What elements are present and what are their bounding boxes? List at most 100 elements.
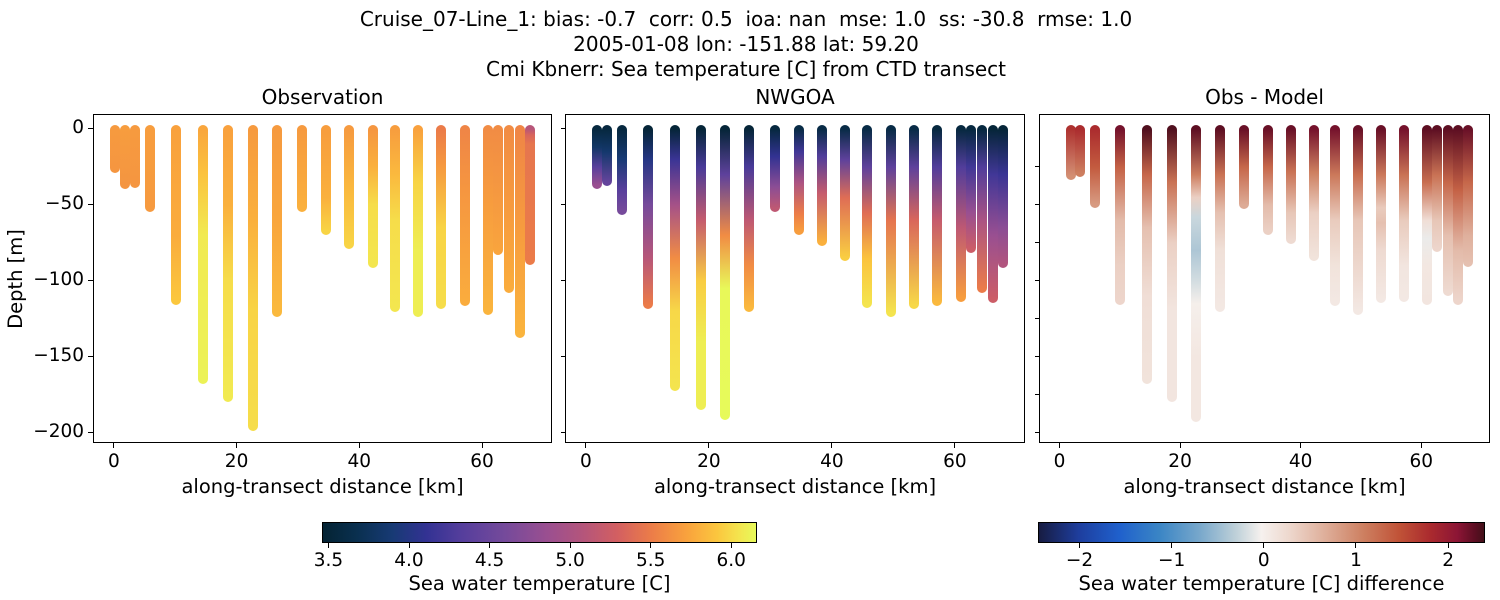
y-tick: [88, 431, 93, 433]
y-tick: [561, 127, 565, 129]
figure-title-line1: Cruise_07-Line_1: bias: -0.7 corr: 0.5 i…: [359, 7, 1133, 31]
diff-profile-bar-km66: [1453, 125, 1464, 305]
figure-title-line2: 2005-01-08 lon: -151.88 lat: 59.20: [573, 32, 919, 56]
obs-profile-bar-km42: [367, 125, 378, 269]
colorbar-temperature-label: Sea water temperature [C]: [408, 572, 671, 595]
model-profile-bar-km14.3: [669, 125, 680, 392]
diff-profile-bar-km45.6: [1330, 125, 1341, 307]
x-tick-label: 60: [943, 451, 967, 472]
x-tick-label: 20: [224, 451, 249, 472]
y-tick: [1035, 165, 1039, 167]
obs-profile-bar-km3.3: [130, 125, 141, 188]
y-tick: [1035, 431, 1039, 433]
x-tick: [1179, 443, 1181, 448]
obs-profile-bar-km53.2: [436, 125, 447, 310]
obs-profile-bar-km26.4: [271, 125, 282, 317]
diff-profile-bar-km67.6: [1463, 125, 1474, 267]
panel-observation: [93, 114, 552, 443]
diff-profile-bar-km18.5: [1167, 125, 1177, 402]
y-tick: [88, 355, 93, 357]
model-profile-bar-km66: [987, 125, 998, 304]
model-profile-bar-km57: [932, 125, 943, 307]
y-tick: [88, 203, 93, 205]
diff-profile-bar-km42: [1308, 125, 1319, 261]
model-profile-bar-km42: [840, 125, 851, 261]
diff-profile-bar-km22.5: [1191, 125, 1202, 422]
x-tick: [954, 443, 956, 448]
diff-profile-bar-km30.5: [1239, 125, 1250, 209]
obs-profile-bar-km38.2: [344, 125, 355, 249]
obs-profile-bar-km0: [109, 125, 120, 173]
diff-profile-bar-km1.7: [1065, 125, 1076, 181]
diff-profile-bar-km60.8: [1422, 125, 1433, 305]
model-profile-bar-km38.2: [816, 125, 827, 246]
x-tick: [1420, 443, 1422, 448]
y-tick: [561, 203, 565, 205]
model-profile-bar-km26.4: [744, 125, 755, 313]
panel-title-observation: Observation: [261, 85, 384, 109]
x-tick: [236, 443, 238, 448]
colorbar-difference: [1038, 522, 1485, 543]
x-axis-label-model: along-transect distance [km]: [653, 475, 937, 498]
obs-profile-bar-km5.7: [144, 125, 155, 212]
y-tick: [561, 355, 565, 357]
model-profile-bar-km22.5: [720, 125, 731, 421]
obs-profile-bar-km30.5: [297, 125, 307, 212]
y-tick: [1035, 355, 1039, 357]
colorbar-tick: [1263, 543, 1265, 548]
diff-profile-bar-km14.3: [1141, 125, 1152, 384]
x-tick: [585, 443, 587, 448]
obs-profile-bar-km62.4: [492, 125, 503, 255]
x-tick-label: 40: [347, 451, 372, 472]
model-profile-bar-km67.6: [997, 125, 1008, 269]
colorbar-tick-label: 5.0: [555, 550, 585, 571]
x-tick: [1059, 443, 1060, 448]
x-tick: [708, 443, 710, 448]
y-tick: [1035, 317, 1039, 319]
model-profile-bar-km34.4: [793, 125, 804, 235]
colorbar-tick-label: 3.5: [313, 550, 344, 571]
colorbar-tick: [489, 543, 491, 548]
x-tick-label: 0: [580, 451, 592, 472]
diff-profile-bar-km38.2: [1285, 125, 1296, 244]
obs-profile-bar-km66: [514, 125, 525, 339]
x-tick: [113, 443, 115, 448]
diff-profile-bar-km9.9: [1115, 125, 1126, 305]
obs-profile-bar-km60.8: [483, 125, 493, 316]
x-tick: [358, 443, 360, 448]
x-tick-label: 0: [1053, 451, 1066, 472]
diff-profile-bar-km64.2: [1442, 125, 1453, 296]
model-profile-bar-km60.8: [955, 125, 966, 302]
diff-profile-bar-km53.2: [1376, 125, 1387, 304]
model-profile-bar-km3.3: [602, 125, 613, 187]
colorbar-tick-label: 5.5: [635, 550, 666, 571]
obs-profile-bar-km64.2: [503, 125, 514, 293]
x-axis-label-diff: along-transect distance [km]: [1123, 475, 1406, 498]
model-profile-bar-km53.2: [909, 125, 920, 310]
x-tick-label: 60: [470, 451, 494, 472]
y-tick-label: −100: [33, 269, 84, 290]
figure-title-line3: Cmi Kbnerr: Sea temperature [C] from CTD…: [486, 57, 1006, 81]
x-axis-label-obs: along-transect distance [km]: [181, 475, 464, 498]
y-tick: [1035, 241, 1039, 243]
colorbar-tick: [1078, 543, 1080, 548]
x-tick-label: 40: [820, 451, 844, 472]
colorbar-tick: [1355, 543, 1357, 548]
colorbar-tick: [327, 543, 329, 548]
x-tick-label: 20: [1168, 451, 1192, 472]
y-tick-label: 0: [72, 117, 84, 138]
model-profile-bar-km64.2: [976, 125, 987, 293]
diff-profile-bar-km57: [1399, 125, 1410, 302]
colorbar-tick-label: 6.0: [716, 550, 746, 571]
panel-title-obs-model: Obs - Model: [1205, 85, 1324, 109]
diff-profile-bar-km3.3: [1075, 125, 1086, 178]
obs-profile-bar-km18.5: [223, 125, 234, 402]
obs-profile-bar-km67.6: [524, 125, 535, 266]
obs-profile-bar-km45.6: [389, 125, 400, 313]
x-tick: [831, 443, 833, 448]
colorbar-tick-label: 0: [1257, 550, 1270, 571]
colorbar-tick: [569, 543, 571, 548]
y-tick: [561, 279, 565, 281]
model-profile-bar-km5.7: [617, 125, 627, 216]
